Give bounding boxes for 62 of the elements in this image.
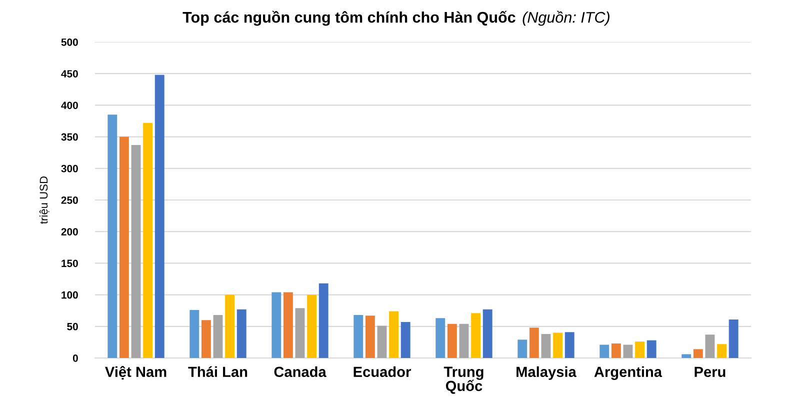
text: (Nguồn: ITC) [522,10,610,26]
y-tick-label: 300 [61,164,78,172]
bar [400,322,410,358]
y-tick-label: 50 [67,322,78,330]
bar [693,349,703,358]
bar [553,332,563,358]
bar [190,310,200,358]
bar [611,343,621,358]
bar [272,292,282,358]
y-tick-label: 250 [61,196,78,204]
bar [482,309,492,358]
bar [564,332,574,358]
chart-title: Top các nguồn cung tôm chính cho Hàn Quốc [182,10,516,26]
bar [600,344,610,358]
bar [518,340,528,358]
bar [436,318,446,358]
bar [143,122,153,358]
bar [365,316,375,358]
y-tick-label: 500 [61,38,78,46]
bar [635,342,645,358]
bar [705,334,715,358]
x-tick-label: Việt Nam [105,366,166,380]
y-axis-title: triệu USD [39,176,50,224]
bar [225,294,235,358]
bar [529,328,539,358]
y-tick-label: 150 [62,260,78,268]
x-tick-label: Peru [694,366,726,378]
bar [236,309,246,358]
bar [541,334,551,358]
bar [119,136,129,358]
bar [354,315,364,358]
bar [201,320,211,358]
y-tick-label: 0 [72,354,78,362]
x-tick-label: Argentina [594,366,662,380]
bar [646,340,656,358]
bar [623,344,633,358]
y-tick-label: 100 [62,291,78,299]
bar [213,315,223,358]
bar [108,114,118,358]
bar [318,283,328,358]
bar [728,319,738,358]
bar [389,311,399,358]
y-tick-label: 350 [61,133,78,141]
bar [459,324,469,358]
x-tick-label: Canada [274,366,326,378]
bar [295,308,305,358]
y-tick-label: 400 [61,102,78,110]
bar [471,313,481,358]
bar [717,344,727,358]
x-tick-label: Thái Lan [188,366,248,378]
y-tick-label: 450 [61,70,78,78]
bar [307,294,317,358]
x-tick-label: Malaysia [516,366,576,380]
bar [131,145,141,358]
y-tick-label: 200 [61,228,78,236]
x-tick-label: Ecuador [354,366,411,378]
bar [447,324,457,358]
bar [154,74,164,358]
bar [283,292,293,358]
bar [682,354,692,358]
x-tick-label: Trung Quốc [444,366,484,394]
bar [377,326,387,358]
